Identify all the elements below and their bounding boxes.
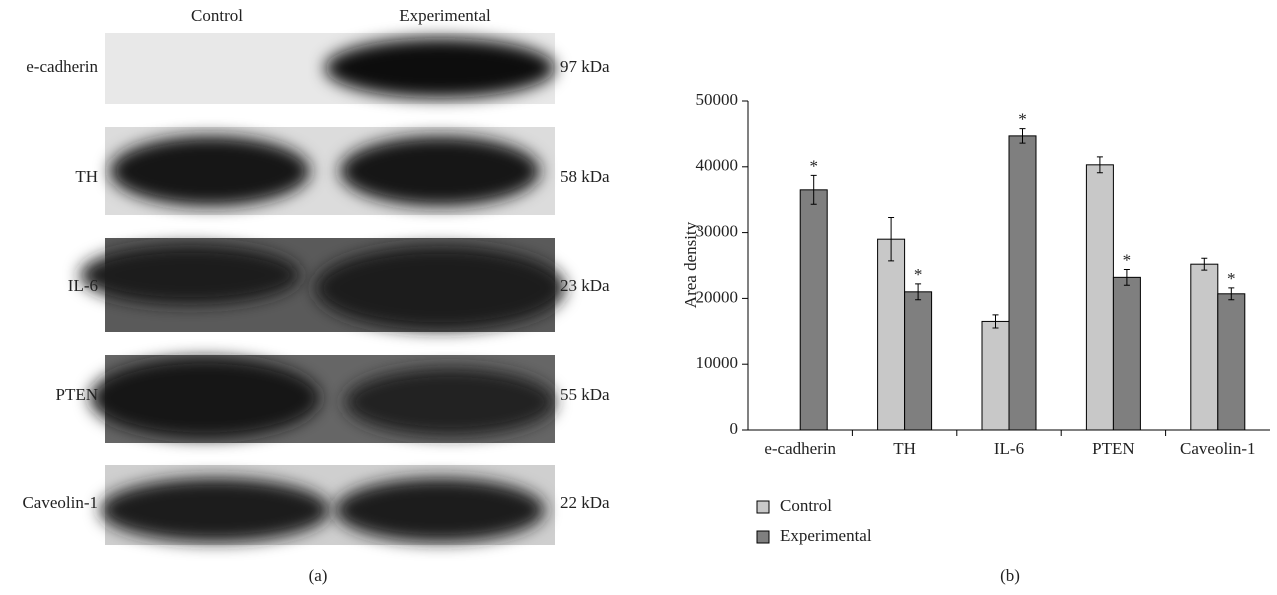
significance-marker: * [809,156,818,175]
bar [981,320,1010,431]
error-bar [915,283,922,301]
error-bar [1201,257,1208,271]
error-bar [1096,156,1103,174]
bar [799,189,828,431]
significance-marker: * [1123,250,1132,269]
bar [904,291,933,431]
y-axis-label: Area density [681,221,700,308]
legend-label: Control [780,496,832,515]
significance-marker: * [914,265,923,284]
blot-bands [80,33,565,545]
legend-swatch [756,530,770,544]
protein-label: e-cadherin [26,57,98,76]
error-bar [1019,128,1026,144]
size-label: 22 kDa [560,493,610,512]
size-label: 55 kDa [560,385,610,404]
column-label: Control [191,6,243,25]
bar [1112,276,1141,431]
error-bar [1123,268,1130,286]
x-tick-label: PTEN [1092,439,1135,458]
protein-label: IL-6 [68,276,98,295]
panel-label: (b) [1000,566,1020,585]
y-tick-label: 40000 [696,156,739,175]
x-tick-label: IL-6 [994,439,1024,458]
y-tick-label: 10000 [696,353,739,372]
protein-label: PTEN [56,385,99,404]
bar [1217,293,1246,431]
error-bar [810,174,817,205]
bar [1190,263,1219,431]
size-label: 97 kDa [560,57,610,76]
error-bar [1228,287,1235,301]
y-tick-label: 0 [730,419,739,438]
protein-label: TH [75,167,98,186]
protein-label: Caveolin-1 [22,493,98,512]
y-tick-label: 20000 [696,287,739,306]
bar [1008,135,1037,431]
legend-swatch [756,500,770,514]
size-label: 23 kDa [560,276,610,295]
legend-label: Experimental [780,526,872,545]
error-bar [992,314,999,329]
x-tick-label: Caveolin-1 [1180,439,1256,458]
x-tick-label: TH [893,439,916,458]
significance-marker: * [1227,269,1236,288]
panel-label: (a) [309,566,328,585]
column-label: Experimental [399,6,491,25]
y-tick-label: 50000 [696,90,739,109]
error-bar [888,216,895,262]
x-tick-label: e-cadherin [764,439,836,458]
significance-marker: * [1018,110,1027,129]
bar [1085,164,1114,431]
size-label: 58 kDa [560,167,610,186]
y-tick-label: 30000 [696,222,739,241]
bar [877,238,906,431]
